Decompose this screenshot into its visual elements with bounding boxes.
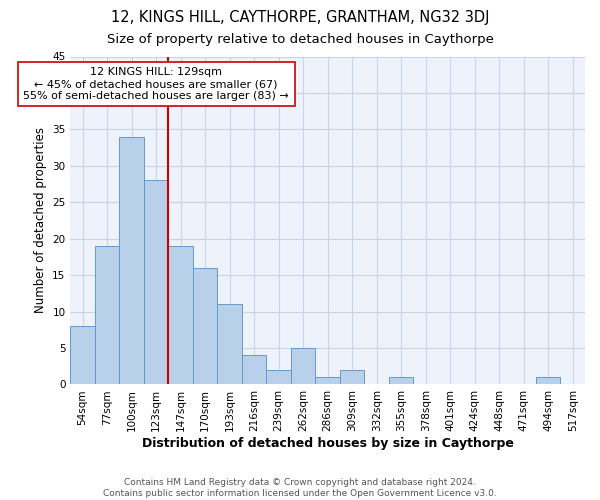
Bar [217,304,242,384]
Bar [70,326,95,384]
Bar [316,377,340,384]
Bar [169,246,193,384]
Text: 12, KINGS HILL, CAYTHORPE, GRANTHAM, NG32 3DJ: 12, KINGS HILL, CAYTHORPE, GRANTHAM, NG3… [111,10,489,25]
X-axis label: Distribution of detached houses by size in Caythorpe: Distribution of detached houses by size … [142,437,514,450]
Bar [536,377,560,384]
Bar [95,246,119,384]
Text: 12 KINGS HILL: 129sqm
← 45% of detached houses are smaller (67)
55% of semi-deta: 12 KINGS HILL: 129sqm ← 45% of detached … [23,68,289,100]
Bar [266,370,291,384]
Bar [242,356,266,384]
Y-axis label: Number of detached properties: Number of detached properties [34,128,47,314]
Bar [193,268,217,384]
Text: Size of property relative to detached houses in Caythorpe: Size of property relative to detached ho… [107,32,493,46]
Bar [291,348,316,385]
Bar [119,136,144,384]
Bar [389,377,413,384]
Bar [340,370,364,384]
Bar [144,180,169,384]
Text: Contains HM Land Registry data © Crown copyright and database right 2024.
Contai: Contains HM Land Registry data © Crown c… [103,478,497,498]
